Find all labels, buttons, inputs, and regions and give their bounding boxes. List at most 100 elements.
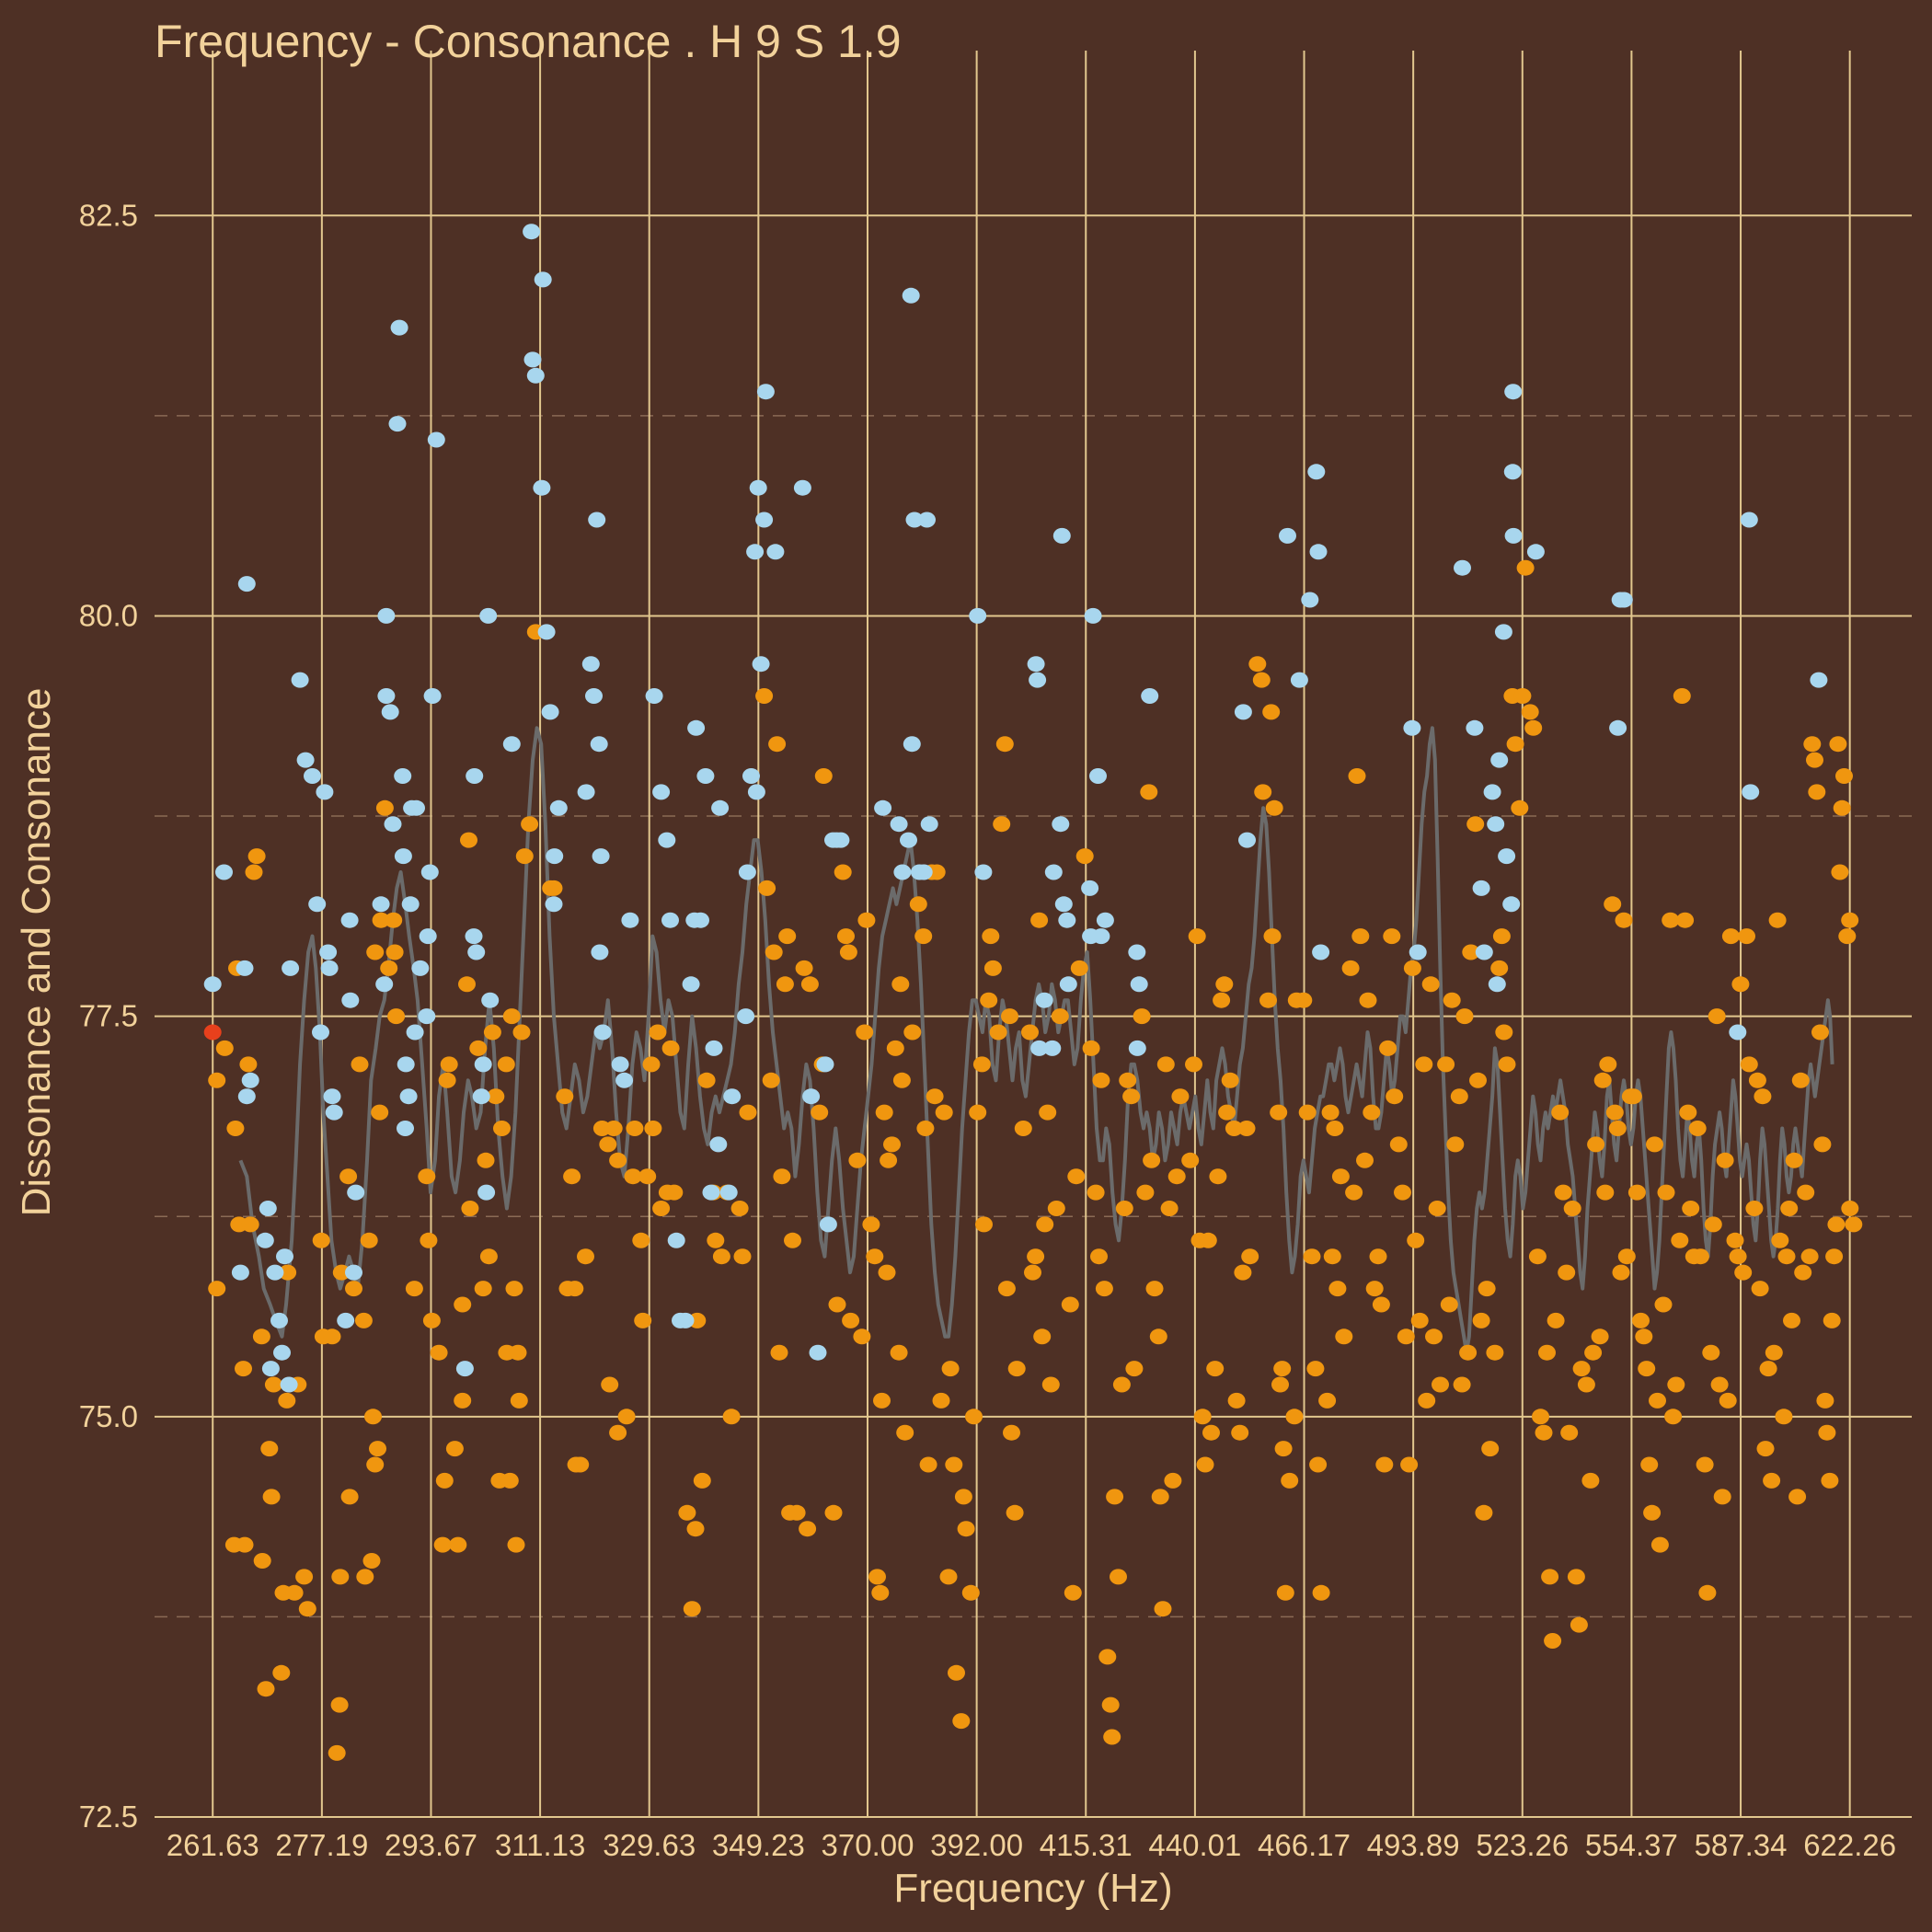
- consonant-point: [667, 1232, 685, 1248]
- consonant-point: [914, 864, 933, 880]
- dissonant-point: [253, 1553, 271, 1569]
- consonant-point: [1472, 880, 1490, 896]
- dissonant-point: [1270, 1104, 1288, 1121]
- consonant-point: [592, 848, 610, 865]
- dissonant-point: [1662, 912, 1680, 928]
- dissonant-point: [800, 976, 819, 993]
- consonant-point: [719, 1184, 738, 1201]
- dissonant-point: [1731, 976, 1750, 993]
- dissonant-point: [1584, 1344, 1603, 1361]
- y-tick-label: 75.0: [79, 1399, 138, 1433]
- dissonant-point: [1101, 1696, 1120, 1713]
- dissonant-point: [1716, 1152, 1734, 1168]
- consonant-point: [341, 992, 360, 1008]
- dissonant-point: [1765, 1344, 1783, 1361]
- dissonant-point: [1664, 1409, 1683, 1425]
- dissonant-point: [730, 1201, 749, 1216]
- consonant-point: [819, 1216, 837, 1233]
- dissonant-point: [260, 1441, 279, 1457]
- dissonant-point: [245, 864, 263, 880]
- dissonant-point: [375, 799, 394, 816]
- dissonant-point: [604, 1121, 623, 1136]
- dissonant-point: [1615, 912, 1633, 928]
- consonant-point: [377, 607, 396, 624]
- dissonant-point: [1185, 1056, 1202, 1073]
- consonant-point: [259, 1201, 277, 1216]
- dissonant-point: [1831, 864, 1849, 880]
- consonant-point: [472, 1088, 490, 1105]
- dissonant-point: [438, 1072, 456, 1088]
- dissonant-point: [926, 1088, 944, 1105]
- dissonant-point: [483, 1024, 501, 1041]
- dissonant-point: [1061, 1296, 1079, 1313]
- dissonant-point: [649, 1024, 667, 1041]
- dissonant-point: [919, 1456, 937, 1473]
- dissonant-point: [241, 1216, 259, 1233]
- dissonant-point: [1657, 1184, 1675, 1201]
- consonant-point: [749, 479, 767, 496]
- dissonant-point: [1759, 1361, 1777, 1377]
- dissonant-point: [1234, 1264, 1252, 1281]
- dissonant-point: [1719, 1392, 1737, 1409]
- dissonant-point: [939, 1569, 958, 1585]
- dissonant-point: [1181, 1152, 1200, 1168]
- y-tick-label: 80.0: [79, 598, 138, 632]
- x-tick-label: 622.26: [1803, 1828, 1896, 1862]
- dissonant-point: [1281, 1472, 1299, 1489]
- consonant-point: [1740, 512, 1758, 528]
- consonant-point: [1234, 704, 1252, 720]
- dissonant-point: [1421, 976, 1440, 993]
- consonant-point: [1504, 527, 1523, 544]
- dissonant-point: [1587, 1136, 1605, 1153]
- consonant-point: [903, 736, 921, 753]
- dissonant-point: [1252, 672, 1271, 688]
- consonant-point: [577, 784, 595, 800]
- dissonant-point: [642, 1056, 661, 1073]
- dissonant-point: [1410, 1312, 1429, 1328]
- dissonant-point: [323, 1328, 341, 1345]
- dissonant-point: [1696, 1456, 1714, 1473]
- consonant-point: [593, 1024, 612, 1041]
- dissonant-point: [1797, 1184, 1815, 1201]
- dissonant-point: [1486, 1344, 1504, 1361]
- dissonant-point: [1632, 1312, 1650, 1328]
- consonant-point: [273, 1344, 291, 1361]
- dissonant-point: [1450, 1088, 1468, 1105]
- consonant-point: [394, 768, 412, 784]
- dissonant-point: [892, 1072, 911, 1088]
- consonant-point: [345, 1264, 362, 1281]
- consonant-point: [291, 672, 309, 688]
- dissonant-point: [479, 1248, 498, 1265]
- dissonant-point: [890, 1344, 908, 1361]
- consonant-point: [241, 1072, 259, 1088]
- consonant-point: [1503, 464, 1522, 480]
- dissonant-point: [1528, 1248, 1547, 1265]
- consonant-point: [1089, 768, 1107, 784]
- dissonant-point: [1806, 752, 1823, 768]
- consonant-point: [467, 944, 486, 960]
- consonant-point: [661, 912, 679, 928]
- consonant-point: [1238, 832, 1256, 848]
- dissonant-point: [1145, 1281, 1164, 1297]
- dissonant-point: [1415, 1056, 1433, 1073]
- consonant-point: [479, 607, 498, 624]
- dissonant-point: [954, 1489, 972, 1505]
- consonant-point: [711, 799, 730, 816]
- dissonant-point: [1845, 1216, 1863, 1233]
- consonant-point: [1742, 784, 1760, 800]
- dissonant-point: [1596, 1184, 1615, 1201]
- dissonant-point: [1472, 1312, 1490, 1328]
- dissonant-point: [502, 1008, 521, 1025]
- consonant-point: [377, 688, 396, 704]
- dissonant-point: [932, 1392, 950, 1409]
- consonant-point: [1307, 464, 1326, 480]
- dissonant-point: [811, 1104, 829, 1121]
- dissonant-point: [989, 1024, 1007, 1041]
- consonant-point: [816, 1056, 834, 1073]
- dissonant-point: [215, 1040, 234, 1056]
- consonant-point: [585, 688, 603, 704]
- dissonant-point: [285, 1584, 304, 1601]
- dissonant-point: [1710, 1376, 1729, 1393]
- dissonant-point: [828, 1296, 846, 1313]
